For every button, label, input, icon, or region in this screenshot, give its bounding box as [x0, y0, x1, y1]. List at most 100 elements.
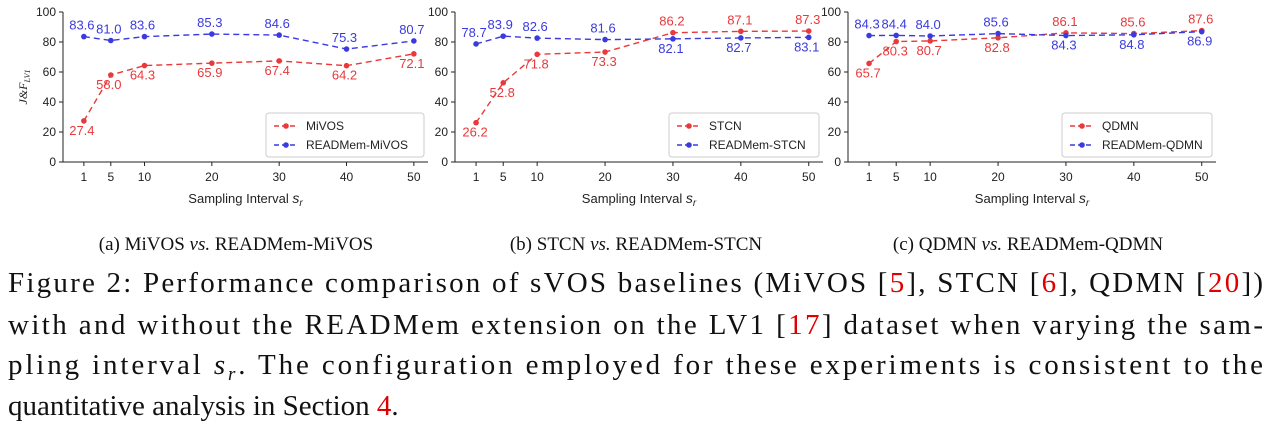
legend-marker — [686, 142, 692, 148]
series-qdmn: 65.780.3 80.7 82.8 86.1 85.6 87.6 — [855, 12, 1213, 81]
series-readmem-qdmn: 84.3 84.4 84.0 85.684.3 84.8 86.9 — [854, 15, 1212, 53]
legend-marker — [1079, 142, 1085, 148]
data-point — [738, 28, 744, 35]
legend-box — [668, 112, 820, 158]
data-point — [473, 119, 479, 126]
legend-box — [265, 112, 425, 158]
series-line — [83, 33, 414, 50]
x-tick-label: 10 — [923, 170, 937, 184]
y-tick-label: 60 — [435, 65, 449, 79]
data-label: 80.7 — [399, 22, 424, 37]
data-label: 67.4 — [265, 63, 290, 78]
subcaption: (b) STCN vs. READMem-STCN — [510, 234, 763, 255]
data-point — [209, 60, 215, 66]
data-label: 64.2 — [332, 68, 357, 83]
data-label: 52.8 — [490, 85, 515, 100]
data-label: 84.3 — [854, 17, 879, 32]
data-point — [500, 33, 507, 39]
data-label: 71.8 — [523, 56, 548, 71]
series-line — [83, 53, 414, 122]
x-tick-label: 50 — [1195, 170, 1209, 184]
data-point — [866, 60, 872, 67]
data-label: 84.8 — [1119, 37, 1144, 52]
data-label: 84.6 — [265, 16, 290, 31]
figure-caption: Figure 2: Performance comparison of sVOS… — [8, 267, 1263, 422]
y-tick-label: 80 — [43, 35, 57, 49]
series-readmem-mivos: 83.6 81.0 83.6 85.3 84.675.380.7 — [69, 15, 425, 52]
data-label: 84.3 — [1051, 38, 1076, 53]
data-label: 86.1 — [1052, 14, 1077, 29]
data-point — [500, 80, 507, 86]
y-tick-label: 20 — [828, 125, 842, 139]
x-tick-label: 20 — [991, 170, 1005, 184]
data-label: 75.3 — [332, 30, 357, 45]
x-tick-label: 50 — [802, 170, 816, 184]
series-mivos: 27.4 58.0 64.3 65.9 67.4 64.2 72.1 — [69, 51, 425, 138]
data-label: 26.2 — [462, 125, 487, 140]
y-axis-label: J&FLV1 — [16, 69, 32, 104]
y-tick-label: 100 — [36, 5, 56, 19]
data-point — [534, 51, 540, 58]
data-point — [411, 38, 417, 44]
data-point — [81, 33, 87, 40]
data-label: 87.6 — [1188, 12, 1213, 27]
data-point — [411, 51, 417, 57]
data-point — [602, 36, 608, 43]
data-label: 80.3 — [883, 44, 908, 59]
chart-panel-b: 0 20 40 60 80 100 1 5 10 20 30 40 50 Sampling Interva… — [428, 5, 823, 255]
data-point — [602, 49, 608, 55]
y-tick-label: 0 — [441, 155, 448, 169]
series-line — [475, 35, 809, 45]
legend-box — [1061, 112, 1213, 158]
data-point — [1131, 32, 1137, 38]
data-point — [141, 33, 148, 40]
data-label: 78.7 — [461, 25, 486, 40]
series-line — [475, 30, 809, 124]
y-tick-label: 40 — [828, 95, 842, 109]
data-point — [995, 30, 1001, 37]
x-tick-label: 5 — [500, 170, 507, 184]
legend-label: READMem-QDMN — [1102, 138, 1203, 152]
data-point — [670, 36, 676, 42]
data-label: 80.7 — [916, 43, 941, 58]
series-stcn: 26.2 52.8 71.8 73.3 86.2 87.1 87.3 — [462, 12, 820, 140]
y-tick-label: 20 — [43, 125, 57, 139]
x-tick-label: 30 — [1059, 170, 1073, 184]
x-axis-label: Sampling Interval sr — [975, 190, 1090, 209]
x-tick-label: 20 — [205, 170, 219, 184]
data-label: 84.4 — [882, 16, 907, 31]
y-tick-label: 60 — [43, 65, 57, 79]
data-label: 73.3 — [591, 54, 616, 69]
x-tick-label: 10 — [138, 170, 152, 184]
data-label: 27.4 — [69, 123, 94, 138]
data-label: 84.0 — [915, 17, 940, 32]
data-label: 85.6 — [1120, 15, 1145, 30]
data-label: 72.1 — [399, 56, 424, 71]
legend: STCN READMem-STCN — [668, 112, 820, 158]
legend-marker — [686, 123, 692, 129]
x-tick-label: 40 — [340, 170, 354, 184]
x-tick-label: 50 — [407, 170, 421, 184]
data-label: 81.0 — [96, 22, 121, 37]
x-tick-label: 1 — [866, 170, 873, 184]
data-label: 85.3 — [197, 15, 222, 30]
legend-marker — [1079, 123, 1085, 129]
y-tick-label: 100 — [428, 5, 448, 19]
data-point — [343, 46, 350, 52]
data-point — [534, 35, 540, 41]
legend-label: READMem-MiVOS — [306, 138, 408, 152]
x-tick-label: 30 — [272, 170, 286, 184]
data-point — [276, 58, 282, 64]
x-tick-label: 1 — [81, 170, 88, 184]
data-label: 58.0 — [96, 77, 121, 92]
x-axis-label: Sampling Interval sr — [582, 190, 697, 209]
y-tick-label: 80 — [828, 35, 842, 49]
y-tick-label: 0 — [49, 155, 56, 169]
data-point — [276, 32, 282, 38]
series-readmem-stcn: 78.783.9 82.6 81.6 82.1 82.7 83.1 — [461, 17, 819, 56]
data-label: 85.6 — [983, 15, 1008, 30]
data-label: 65.7 — [855, 65, 880, 80]
x-tick-label: 30 — [666, 170, 680, 184]
